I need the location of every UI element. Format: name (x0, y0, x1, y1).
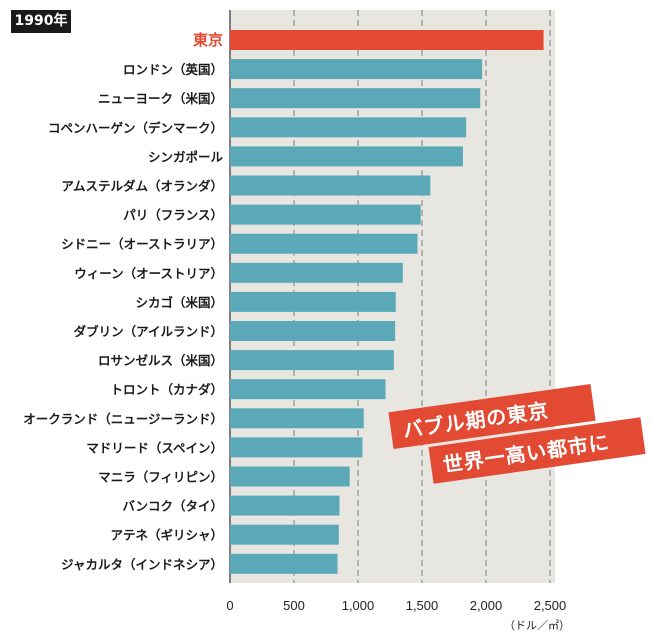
category-label: 東京 (193, 31, 223, 49)
bar (230, 466, 350, 487)
year-badge: 1990年 (11, 10, 71, 33)
category-label: ニューヨーク（米国） (98, 91, 223, 106)
category-label: ロンドン（英国） (123, 62, 223, 77)
category-label: ロサンゼルス（米国） (98, 353, 223, 368)
category-label: パリ（フランス） (123, 208, 223, 223)
category-label: アテネ（ギリシャ） (110, 528, 223, 543)
x-tick-labels: 0 500 1,000 1,500 2,000 2,500 (226, 598, 566, 613)
bar (230, 204, 421, 225)
category-label: オークランド（ニュージーランド） (23, 411, 223, 426)
category-label: ウィーン（オーストリア） (74, 266, 223, 281)
category-label: ジャカルタ（インドネシア） (61, 557, 223, 572)
bar (230, 437, 363, 458)
bar (230, 175, 431, 196)
x-tick-label: 1,000 (342, 598, 375, 613)
bar (230, 321, 396, 341)
bar (230, 350, 394, 371)
bar (230, 88, 481, 109)
bar (230, 495, 340, 516)
category-label: マニラ（フィリピン） (98, 470, 223, 485)
category-label: ダブリン（アイルランド） (74, 324, 223, 339)
category-label: マドリード（スペイン） (86, 440, 223, 455)
unit-label: （ドル／㎡） (504, 619, 570, 632)
bar (230, 146, 463, 167)
bar (230, 233, 418, 254)
category-label: シンガポール (148, 149, 224, 164)
x-tick-label: 2,000 (470, 598, 503, 613)
bars (230, 30, 544, 574)
category-label: バンコク（タイ） (122, 499, 223, 514)
bar (230, 553, 338, 574)
bar (230, 408, 364, 429)
x-tick-label: 2,500 (534, 598, 567, 613)
bar (230, 30, 544, 50)
bar (230, 262, 403, 283)
bar (230, 524, 339, 545)
category-label: コペンハーゲン（デンマーク） (48, 120, 223, 135)
category-label: シカゴ（米国） (135, 295, 223, 310)
bar (230, 379, 386, 400)
category-label: シドニー（オーストラリア） (61, 237, 223, 252)
bar (230, 59, 483, 80)
bar (230, 291, 396, 312)
x-tick-label: 0 (226, 598, 233, 613)
category-label: トロント（カナダ） (110, 382, 223, 397)
bar (230, 117, 467, 138)
category-label: アムステルダム（オランダ） (61, 179, 223, 194)
x-tick-label: 500 (283, 598, 305, 613)
x-tick-label: 1,500 (406, 598, 439, 613)
